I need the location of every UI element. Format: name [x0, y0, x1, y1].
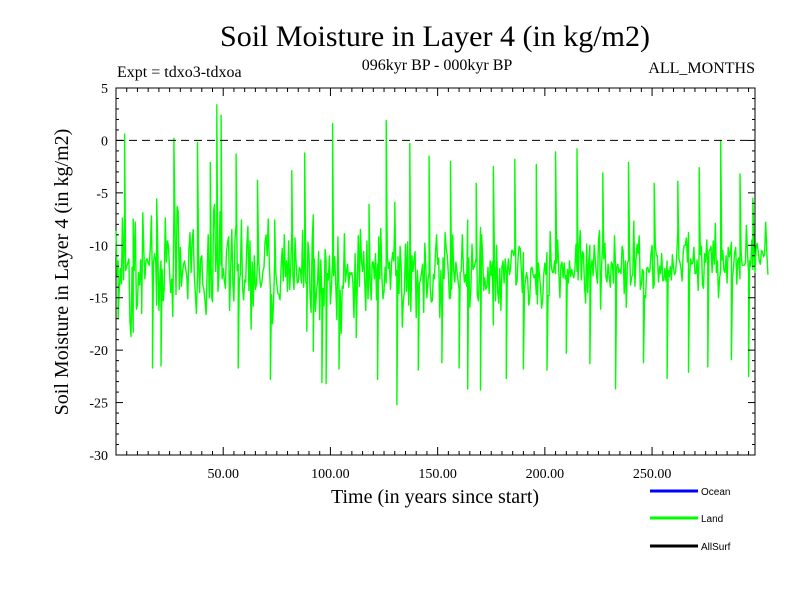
- months-label: ALL_MONTHS: [648, 60, 755, 77]
- y-axis-label: Soil Moisture in Layer 4 (in kg/m2): [51, 129, 73, 416]
- y-tick-label: 0: [101, 134, 108, 149]
- y-tick-label: -5: [96, 187, 108, 202]
- y-tick-label: 5: [101, 82, 108, 97]
- period-label: 096kyr BP - 000kyr BP: [362, 57, 513, 74]
- legend-label-land: Land: [701, 514, 723, 525]
- x-tick-label: 150.00: [418, 467, 457, 482]
- y-tick-label: -30: [89, 449, 108, 464]
- x-tick-label: 50.00: [207, 467, 239, 482]
- y-tick-label: -10: [89, 239, 108, 254]
- x-axis-label: Time (in years since start): [331, 486, 539, 508]
- x-tick-label: 200.00: [526, 467, 565, 482]
- y-tick-label: -20: [89, 344, 108, 359]
- chart-title: Soil Moisture in Layer 4 (in kg/m2): [220, 20, 650, 53]
- legend-label-allsurf: AllSurf: [701, 542, 731, 553]
- legend-label-ocean: Ocean: [701, 487, 730, 498]
- expt-label: Expt = tdxo3-tdxoa: [117, 64, 242, 81]
- y-tick-label: -15: [89, 292, 108, 307]
- series-line-land: [115, 104, 769, 406]
- x-tick-label: 100.00: [311, 467, 350, 482]
- legend: Ocean Land AllSurf: [650, 487, 731, 553]
- plot-area: 5 0 -5 -10 -15 -20 -25 -30 50.00 100.00 150.00 200.…: [89, 82, 769, 482]
- y-tick-label: -25: [89, 397, 108, 412]
- x-tick-label: 250.00: [633, 467, 672, 482]
